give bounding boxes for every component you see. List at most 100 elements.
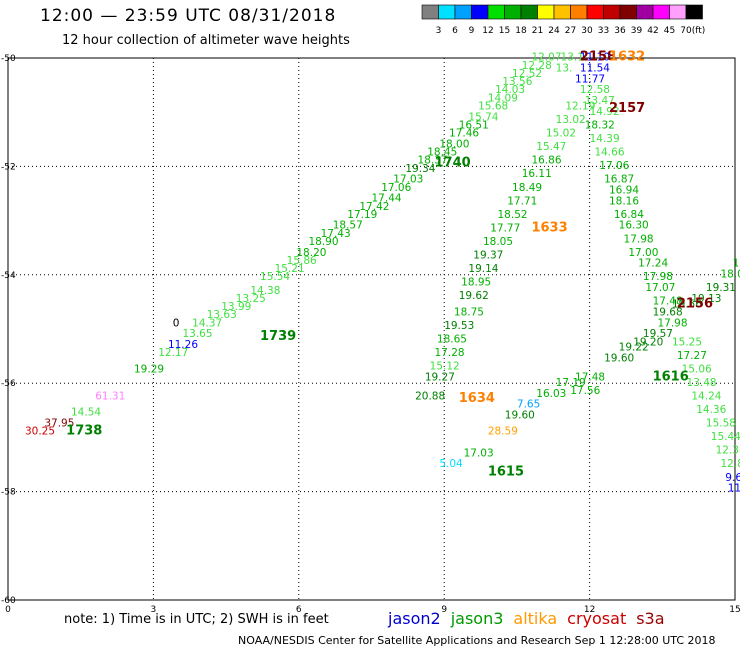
color-scale-tick: 21	[532, 26, 543, 36]
wave-height-label: 14.39	[590, 133, 620, 145]
satellite-legend-altika: altika	[513, 609, 558, 628]
wave-height-label: 11.10	[580, 52, 610, 64]
wave-height-label: 18.32	[585, 119, 615, 131]
pass-time-label: 1616	[653, 369, 689, 384]
wave-height-label: 15.74	[468, 111, 498, 123]
satellite-legend-jason3: jason3	[450, 609, 504, 628]
color-scale-tick: 18	[515, 26, 527, 36]
wave-height-label: 17.48	[575, 371, 605, 383]
wave-height-label: 17.19	[347, 209, 377, 221]
wave-height-label: 12.28	[522, 60, 552, 72]
wave-height-label: 15.12	[430, 361, 460, 373]
wave-height-label: 11.54	[580, 63, 610, 75]
wave-height-label: 11.26	[168, 339, 198, 351]
latitude-label: -60	[1, 596, 16, 606]
wave-height-label: 15.44	[711, 431, 740, 443]
wave-height-label: 18.20	[296, 247, 326, 259]
color-scale-tick: 36	[614, 26, 626, 36]
color-scale-tick: 70	[680, 26, 692, 36]
wave-height-label: 13.1	[561, 52, 584, 64]
color-scale-tick: 45	[664, 26, 675, 36]
wave-height-label: 17.98	[643, 271, 673, 283]
satellite-legend-jason2: jason2	[388, 609, 441, 628]
pass-time-label: 2158	[580, 50, 616, 65]
pass-time-label: 1740	[435, 155, 471, 170]
wave-height-label: 7.65	[517, 399, 540, 411]
color-swatch	[520, 4, 538, 20]
wave-height-label: 18.95	[461, 277, 491, 289]
wave-height-label: 17.27	[677, 350, 707, 362]
wave-height-label: 17.03	[393, 174, 423, 186]
wave-height-label: 17.98	[624, 233, 654, 245]
pass-time-label: 1739	[260, 329, 296, 344]
wave-height-label: 16.94	[609, 185, 639, 197]
wave-height-label: 13.48	[687, 377, 717, 389]
color-scale-tick: 39	[631, 26, 643, 36]
color-scale-tick: 42	[647, 26, 658, 36]
wave-height-label: 14.03	[495, 84, 525, 96]
color-swatch	[504, 4, 522, 20]
wave-height-label: 17.00	[628, 247, 658, 259]
satellite-legend-s3a: s3a	[636, 609, 665, 628]
latitude-label: -58	[1, 488, 16, 498]
wave-height-label: 17.03	[464, 447, 494, 459]
wave-height-label: 15.06	[682, 363, 712, 375]
wave-height-label: 13.	[556, 63, 573, 75]
credit-line: NOAA/NESDIS Center for Satellite Applica…	[238, 634, 716, 647]
wave-height-label: 37.95	[44, 418, 74, 430]
wave-height-label: 28.59	[488, 426, 518, 438]
wave-height-label: 20.88	[415, 390, 445, 402]
wave-height-label: 17.44	[372, 193, 402, 205]
color-scale-tick: 3	[436, 26, 442, 36]
wave-height-label: 17.28	[435, 347, 465, 359]
wave-height-label: 16.86	[531, 155, 561, 167]
color-swatch	[685, 4, 703, 20]
wave-height-label: 18.16	[609, 195, 639, 207]
wave-height-label: 15.54	[260, 271, 290, 283]
wave-height-label: 16.87	[604, 174, 634, 186]
wave-height-label: 61.31	[95, 390, 125, 402]
wave-height-label: 13.56	[502, 76, 532, 88]
wave-height-label: 12.17	[158, 347, 188, 359]
wave-height-label: 14.38	[250, 285, 280, 297]
wave-height-label: 16.11	[522, 168, 552, 180]
page-subtitle: 12 hour collection of altimeter wave hei…	[62, 33, 350, 48]
wave-height-label: 19.29	[134, 363, 164, 375]
longitude-label: 9	[441, 605, 447, 615]
longitude-label: 12	[584, 605, 595, 615]
wave-height-label: 11	[728, 483, 740, 495]
wave-height-label: 19.27	[425, 371, 455, 383]
wave-height-label: 12.19	[565, 100, 595, 112]
wave-height-label: 19.60	[505, 409, 535, 421]
wave-height-label: 14.24	[691, 390, 721, 402]
latitude-label: -56	[1, 379, 16, 389]
color-swatch	[570, 4, 588, 20]
wave-height-label: 19.31	[706, 282, 736, 294]
wave-height-label: 12.38	[716, 445, 740, 457]
wave-height-label: 17.06	[599, 160, 629, 172]
axis-labels: 0 3 6 9 12 15 -50 -52 -54 -56 -58 -60	[1, 54, 740, 615]
wave-height-label: 15.21	[275, 263, 305, 275]
color-swatch	[636, 4, 654, 20]
wave-height-label: 17.46	[449, 128, 479, 140]
color-swatch	[537, 4, 555, 20]
wave-height-label: 17.24	[638, 258, 668, 270]
wave-height-label: 17.56	[570, 385, 600, 397]
wave-height-label: 16.84	[614, 209, 644, 221]
wave-height-label: 15.02	[546, 128, 576, 140]
pass-time-label: 1615	[488, 464, 524, 479]
wave-height-label: 14.37	[192, 317, 222, 329]
latitude-label: -54	[1, 271, 16, 281]
wave-height-label: 19.57	[643, 328, 673, 340]
pass-time-label: 1634	[459, 391, 495, 406]
wave-height-label: 18.37	[418, 155, 448, 167]
wave-height-label: 17.06	[381, 182, 411, 194]
wave-height-label: 30.25	[25, 426, 55, 438]
pass-time-label: 2156	[677, 296, 713, 311]
color-scale-tick: 15	[499, 26, 510, 36]
wave-height-label: 12.07	[531, 52, 561, 64]
wave-height-label: 16.51	[459, 119, 489, 131]
wave-height-label: 17.19	[556, 377, 586, 389]
wave-height-label: 18.49	[512, 182, 542, 194]
